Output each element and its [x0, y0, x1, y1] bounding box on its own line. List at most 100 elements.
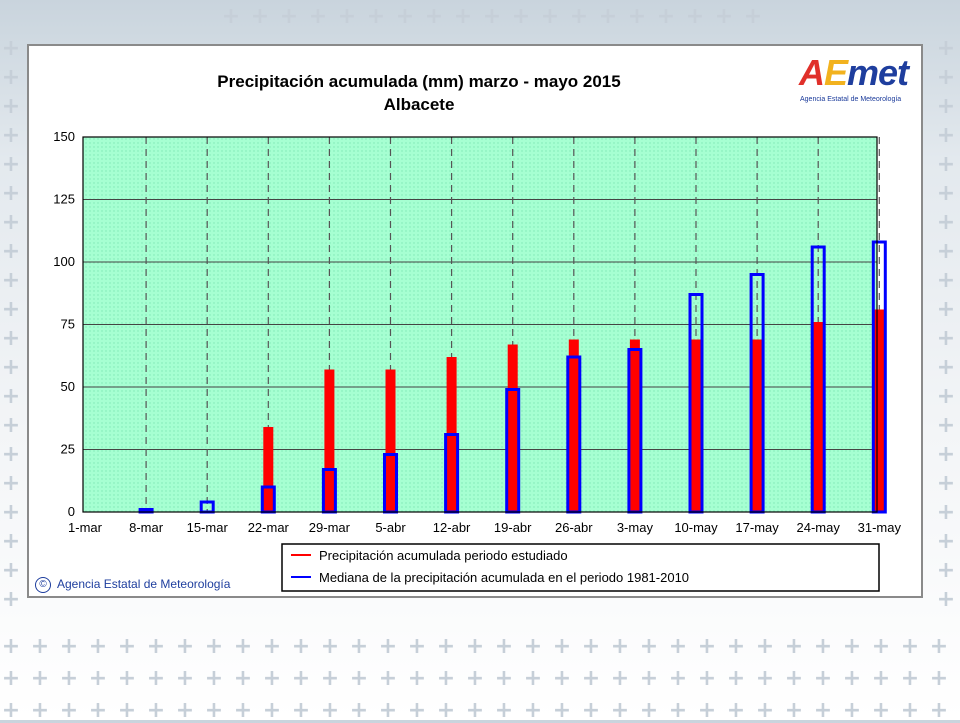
x-tick-label: 10-may — [674, 520, 718, 535]
bar-accumulated-precipitation — [324, 369, 335, 512]
background-cross: + — [494, 666, 514, 691]
background-cross: + — [146, 634, 166, 659]
background-cross: + — [610, 698, 630, 723]
background-cross: + — [117, 698, 137, 723]
background-cross: + — [900, 698, 920, 723]
background-cross: + — [936, 355, 956, 380]
background-cross: + — [320, 634, 340, 659]
background-cross: + — [1, 634, 21, 659]
background-cross: + — [308, 4, 328, 29]
background-cross: + — [697, 666, 717, 691]
x-tick-label: 22-mar — [248, 520, 290, 535]
background-cross: + — [540, 4, 560, 29]
background-cross: + — [936, 500, 956, 525]
background-cross: + — [204, 698, 224, 723]
background-cross: + — [610, 634, 630, 659]
chart-title: Precipitación acumulada (mm) marzo - may… — [217, 72, 621, 91]
background-cross: + — [523, 634, 543, 659]
background-cross: + — [871, 698, 891, 723]
background-cross: + — [453, 4, 473, 29]
background-cross: + — [146, 666, 166, 691]
background-cross: + — [59, 698, 79, 723]
bar-accumulated-precipitation — [691, 339, 701, 512]
background-cross: + — [1, 181, 21, 206]
copyright-notice: © Agencia Estatal de Meteorología — [35, 577, 230, 593]
background-cross: + — [291, 634, 311, 659]
background-cross: + — [581, 698, 601, 723]
background-cross: + — [1, 326, 21, 351]
bar-accumulated-precipitation — [568, 339, 579, 512]
y-tick-label: 150 — [53, 129, 75, 144]
background-cross: + — [957, 700, 960, 722]
background-cross: + — [1, 413, 21, 438]
background-cross: + — [714, 4, 734, 29]
background-cross: + — [639, 698, 659, 723]
background-cross: + — [552, 634, 572, 659]
background-cross: + — [936, 384, 956, 409]
background-cross: + — [1, 123, 21, 148]
background-cross: + — [1, 471, 21, 496]
x-tick-label: 31-may — [858, 520, 902, 535]
background-cross: + — [523, 666, 543, 691]
background-cross: + — [936, 587, 956, 612]
background-cross: + — [349, 666, 369, 691]
background-cross: + — [221, 4, 241, 29]
background-cross: + — [349, 634, 369, 659]
y-tick-label: 50 — [61, 379, 75, 394]
background-cross: + — [233, 634, 253, 659]
background-cross: + — [668, 634, 688, 659]
x-tick-label: 19-abr — [494, 520, 532, 535]
background-cross: + — [436, 698, 456, 723]
background-cross: + — [668, 698, 688, 723]
background-cross: + — [436, 634, 456, 659]
background-cross: + — [842, 634, 862, 659]
background-cross: + — [929, 698, 949, 723]
background-cross: + — [337, 4, 357, 29]
background-cross: + — [957, 668, 960, 690]
background-cross: + — [627, 4, 647, 29]
legend-label: Mediana de la precipitación acumulada en… — [319, 570, 689, 585]
background-cross: + — [697, 634, 717, 659]
background-cross: + — [1, 268, 21, 293]
background-cross: + — [639, 634, 659, 659]
background-cross: + — [262, 634, 282, 659]
background-cross: + — [175, 698, 195, 723]
background-cross: + — [784, 698, 804, 723]
background-cross: + — [30, 698, 50, 723]
background-cross: + — [639, 666, 659, 691]
background-cross: + — [755, 666, 775, 691]
background-cross: + — [813, 666, 833, 691]
background-cross: + — [936, 471, 956, 496]
background-cross: + — [262, 666, 282, 691]
x-tick-label: 1-mar — [68, 520, 103, 535]
background-cross: + — [552, 666, 572, 691]
background-cross: + — [936, 297, 956, 322]
legend-box — [281, 543, 880, 592]
background-cross: + — [88, 698, 108, 723]
background-cross: + — [494, 634, 514, 659]
background-cross: + — [204, 634, 224, 659]
background-cross: + — [598, 4, 618, 29]
background-cross: + — [233, 666, 253, 691]
background-cross: + — [407, 634, 427, 659]
background-cross: + — [1, 36, 21, 61]
y-tick-label: 0 — [68, 504, 75, 519]
background-cross: + — [936, 152, 956, 177]
background-cross: + — [1, 500, 21, 525]
background-cross: + — [581, 666, 601, 691]
background-cross: + — [1, 94, 21, 119]
background-cross: + — [936, 268, 956, 293]
background-cross: + — [936, 181, 956, 206]
legend-label: Precipitación acumulada periodo estudiad… — [319, 548, 568, 563]
background-cross: + — [668, 666, 688, 691]
background-cross: + — [30, 634, 50, 659]
background-cross: + — [936, 123, 956, 148]
background-cross: + — [30, 666, 50, 691]
background-cross: + — [175, 634, 195, 659]
background-cross: + — [523, 698, 543, 723]
background-cross: + — [1, 442, 21, 467]
background-cross: + — [1, 558, 21, 583]
background-cross: + — [936, 529, 956, 554]
background-cross: + — [146, 698, 166, 723]
background-cross: + — [1, 210, 21, 235]
